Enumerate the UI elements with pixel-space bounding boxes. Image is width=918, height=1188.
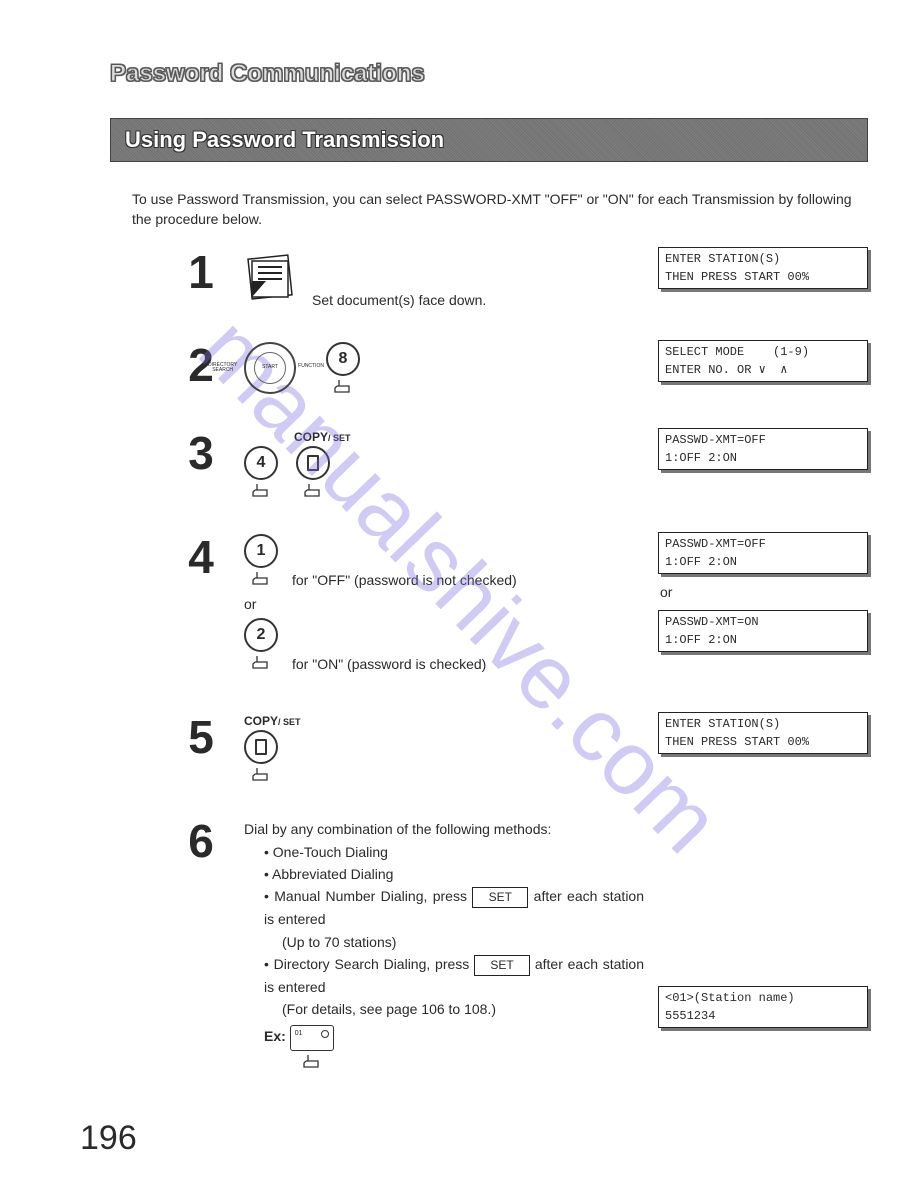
hand-icon	[247, 766, 275, 784]
lcd-display: PASSWD-XMT=ON 1:OFF 2:ON	[658, 610, 868, 652]
lcd-display: PASSWD-XMT=OFF 1:OFF 2:ON	[658, 428, 868, 470]
hand-icon	[299, 482, 327, 500]
lcd-display: <01>(Station name) 5551234	[658, 986, 868, 1028]
step6-intro: Dial by any combination of the following…	[244, 818, 648, 840]
or-text: or	[660, 584, 868, 600]
step-5: 5 COPY/ SET ENTER STATION(S) THEN PRESS …	[110, 712, 868, 784]
step-number: 3	[166, 428, 236, 476]
step4-off-desc: for "OFF" (password is not checked)	[292, 572, 517, 588]
set-button-label: SET	[474, 955, 530, 976]
section-banner: Using Password Transmission	[110, 118, 868, 162]
lcd-display: SELECT MODE (1-9) ENTER NO. OR ∨ ∧	[658, 340, 868, 382]
hand-icon	[247, 482, 275, 500]
intro-paragraph: To use Password Transmission, you can se…	[132, 190, 862, 229]
step-4: 4 1 for "OFF" (password is not checked) …	[110, 532, 868, 680]
step1-caption: Set document(s) face down.	[306, 292, 486, 308]
set-key-icon	[296, 446, 330, 480]
step-6: 6 Dial by any combination of the followi…	[110, 816, 868, 1071]
or-text: or	[244, 596, 648, 612]
bullet-abbrev: • Abbreviated Dialing	[244, 863, 648, 885]
lcd-display: PASSWD-XMT=OFF 1:OFF 2:ON	[658, 532, 868, 574]
set-button-label: SET	[472, 887, 528, 908]
bullet-manual-sub: (Up to 70 stations)	[244, 931, 648, 953]
key-8: 8	[326, 342, 360, 376]
set-key-icon	[244, 730, 278, 764]
hand-icon	[329, 378, 357, 396]
bullet-directory: • Directory Search Dialing, press SET af…	[244, 953, 644, 998]
step-number: 6	[166, 816, 236, 864]
key-4: 4	[244, 446, 278, 480]
page-heading: Password Communications	[110, 60, 868, 88]
step-number: 5	[166, 712, 236, 760]
hand-icon	[247, 654, 275, 672]
key-2: 2	[244, 618, 278, 652]
bullet-onetouch: • One-Touch Dialing	[244, 841, 648, 863]
bullet-manual: • Manual Number Dialing, press SET after…	[244, 885, 644, 930]
copy-set-label: COPY/ SET	[294, 430, 648, 444]
page-number: 196	[80, 1119, 137, 1158]
step-number: 1	[166, 247, 236, 295]
lcd-display: ENTER STATION(S) THEN PRESS START 00%	[658, 247, 868, 289]
bullet-directory-sub: (For details, see page 106 to 108.)	[244, 998, 648, 1020]
onetouch-key-icon: 01	[290, 1025, 334, 1051]
section-banner-text: Using Password Transmission	[125, 127, 444, 152]
step4-on-desc: for "ON" (password is checked)	[292, 656, 486, 672]
key-1: 1	[244, 534, 278, 568]
start-dial-icon: DIRECTORYSEARCH FUNCTION	[244, 342, 296, 394]
step-2: 2 DIRECTORYSEARCH FUNCTION 8 SELECT MODE…	[110, 340, 868, 396]
ex-label: Ex:	[264, 1028, 286, 1044]
lcd-display: ENTER STATION(S) THEN PRESS START 00%	[658, 712, 868, 754]
step-1: 1 Set document(s) face down. ENTER STATI…	[110, 247, 868, 308]
step-number: 4	[166, 532, 236, 580]
step-3: 3 COPY/ SET 4 PASSWD-XMT=OFF 1:OFF 2:ON	[110, 428, 868, 500]
hand-icon	[247, 570, 275, 588]
copy-set-label: COPY/ SET	[244, 714, 648, 728]
hand-icon	[298, 1053, 326, 1071]
document-icon	[244, 249, 300, 308]
